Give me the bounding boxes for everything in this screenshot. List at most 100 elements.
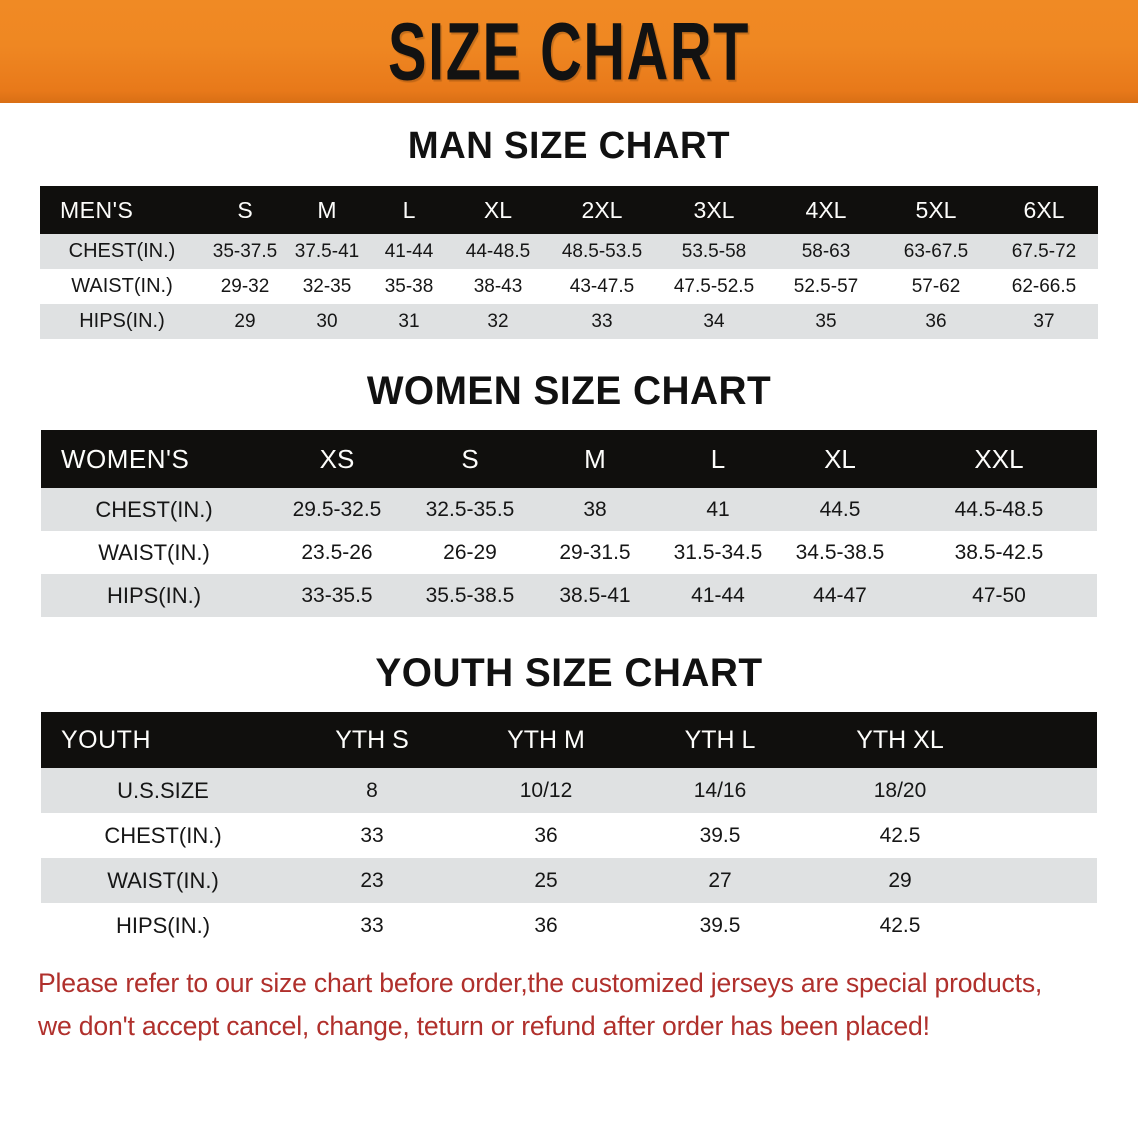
man-chest-5xl: 63-67.5 [882,234,990,269]
women-col-header-s: S [407,430,533,488]
man-chest-l: 41-44 [368,234,450,269]
man-section-title: MAN SIZE CHART [407,125,731,167]
women-section-title: WOMEN SIZE CHART [366,369,772,413]
women-table-wrapper: WOMEN'S XS S M L XL XXL CHEST(IN.) 29.5-… [0,430,1138,617]
youth-row-label-chest: CHEST(IN.) [41,813,285,858]
youth-row-filler [993,903,1097,948]
women-chest-l: 41 [657,488,779,531]
women-col-header-xs: XS [267,430,407,488]
women-chest-xxl: 44.5-48.5 [901,488,1097,531]
women-col-header-xl: XL [779,430,901,488]
man-waist-6xl: 62-66.5 [990,269,1098,304]
women-row-label-hips: HIPS(IN.) [41,574,267,617]
women-waist-xs: 23.5-26 [267,531,407,574]
women-waist-s: 26-29 [407,531,533,574]
table-row: WAIST(IN.) 29-32 32-35 35-38 38-43 43-47… [40,269,1098,304]
women-hips-s: 35.5-38.5 [407,574,533,617]
youth-chest-m: 36 [459,813,633,858]
man-col-header-3xl: 3XL [658,186,770,234]
youth-col-header-m: YTH M [459,712,633,768]
women-hips-xs: 33-35.5 [267,574,407,617]
man-chest-3xl: 53.5-58 [658,234,770,269]
youth-col-header-l: YTH L [633,712,807,768]
youth-hips-m: 36 [459,903,633,948]
youth-size-table: YOUTH YTH S YTH M YTH L YTH XL U.S.SIZE … [41,712,1097,948]
women-hips-l: 41-44 [657,574,779,617]
youth-ussize-l: 14/16 [633,768,807,813]
man-hips-6xl: 37 [990,304,1098,339]
women-waist-l: 31.5-34.5 [657,531,779,574]
women-waist-xxl: 38.5-42.5 [901,531,1097,574]
youth-chest-l: 39.5 [633,813,807,858]
women-waist-xl: 34.5-38.5 [779,531,901,574]
page-banner: SIZE CHART [0,0,1138,103]
disclaimer-line-2: we don't accept cancel, change, teturn o… [38,1010,930,1041]
table-row: HIPS(IN.) 33-35.5 35.5-38.5 38.5-41 41-4… [41,574,1097,617]
man-row-label-waist: WAIST(IN.) [40,269,204,304]
women-waist-m: 29-31.5 [533,531,657,574]
man-waist-xl: 38-43 [450,269,546,304]
man-waist-3xl: 47.5-52.5 [658,269,770,304]
man-header-row: MEN'S S M L XL 2XL 3XL 4XL 5XL 6XL [40,186,1098,234]
youth-row-filler [993,813,1097,858]
youth-waist-s: 23 [285,858,459,903]
man-hips-m: 30 [286,304,368,339]
table-row: U.S.SIZE 8 10/12 14/16 18/20 [41,768,1097,813]
man-col-header-6xl: 6XL [990,186,1098,234]
women-chest-xl: 44.5 [779,488,901,531]
youth-row-label-waist: WAIST(IN.) [41,858,285,903]
man-waist-m: 32-35 [286,269,368,304]
women-col-header-l: L [657,430,779,488]
table-row: CHEST(IN.) 29.5-32.5 32.5-35.5 38 41 44.… [41,488,1097,531]
women-header-row: WOMEN'S XS S M L XL XXL [41,430,1097,488]
man-chest-xl: 44-48.5 [450,234,546,269]
man-col-header-m: M [286,186,368,234]
youth-col-header-xl: YTH XL [807,712,993,768]
man-hips-l: 31 [368,304,450,339]
women-chest-xs: 29.5-32.5 [267,488,407,531]
women-row-label-chest: CHEST(IN.) [41,488,267,531]
page-title: SIZE CHART [388,5,750,97]
youth-row-label-hips: HIPS(IN.) [41,903,285,948]
man-hips-5xl: 36 [882,304,990,339]
man-col-header-s: S [204,186,286,234]
youth-corner-label: YOUTH [41,712,285,768]
man-chest-6xl: 67.5-72 [990,234,1098,269]
man-hips-s: 29 [204,304,286,339]
youth-row-filler [993,858,1097,903]
table-row: WAIST(IN.) 23 25 27 29 [41,858,1097,903]
man-waist-4xl: 52.5-57 [770,269,882,304]
youth-col-header-s: YTH S [285,712,459,768]
man-col-header-4xl: 4XL [770,186,882,234]
youth-row-filler [993,768,1097,813]
man-waist-s: 29-32 [204,269,286,304]
man-chest-s: 35-37.5 [204,234,286,269]
man-col-header-l: L [368,186,450,234]
man-col-header-2xl: 2XL [546,186,658,234]
man-waist-5xl: 57-62 [882,269,990,304]
man-row-label-chest: CHEST(IN.) [40,234,204,269]
man-hips-3xl: 34 [658,304,770,339]
youth-header-filler [993,712,1097,768]
youth-chest-xl: 42.5 [807,813,993,858]
youth-hips-l: 39.5 [633,903,807,948]
youth-waist-xl: 29 [807,858,993,903]
table-row: WAIST(IN.) 23.5-26 26-29 29-31.5 31.5-34… [41,531,1097,574]
youth-section-title: YOUTH SIZE CHART [375,651,763,695]
man-hips-4xl: 35 [770,304,882,339]
disclaimer-line-1: Please refer to our size chart before or… [38,968,1043,998]
disclaimer-note: Please refer to our size chart before or… [38,962,1084,1047]
man-hips-xl: 32 [450,304,546,339]
man-table-wrapper: MEN'S S M L XL 2XL 3XL 4XL 5XL 6XL CHEST… [0,186,1138,339]
women-chest-s: 32.5-35.5 [407,488,533,531]
table-row: HIPS(IN.) 29 30 31 32 33 34 35 36 37 [40,304,1098,339]
youth-ussize-m: 10/12 [459,768,633,813]
man-corner-label: MEN'S [40,186,204,234]
women-corner-label: WOMEN'S [41,430,267,488]
youth-ussize-s: 8 [285,768,459,813]
man-col-header-xl: XL [450,186,546,234]
women-hips-xxl: 47-50 [901,574,1097,617]
table-row: CHEST(IN.) 33 36 39.5 42.5 [41,813,1097,858]
women-size-table: WOMEN'S XS S M L XL XXL CHEST(IN.) 29.5-… [41,430,1097,617]
